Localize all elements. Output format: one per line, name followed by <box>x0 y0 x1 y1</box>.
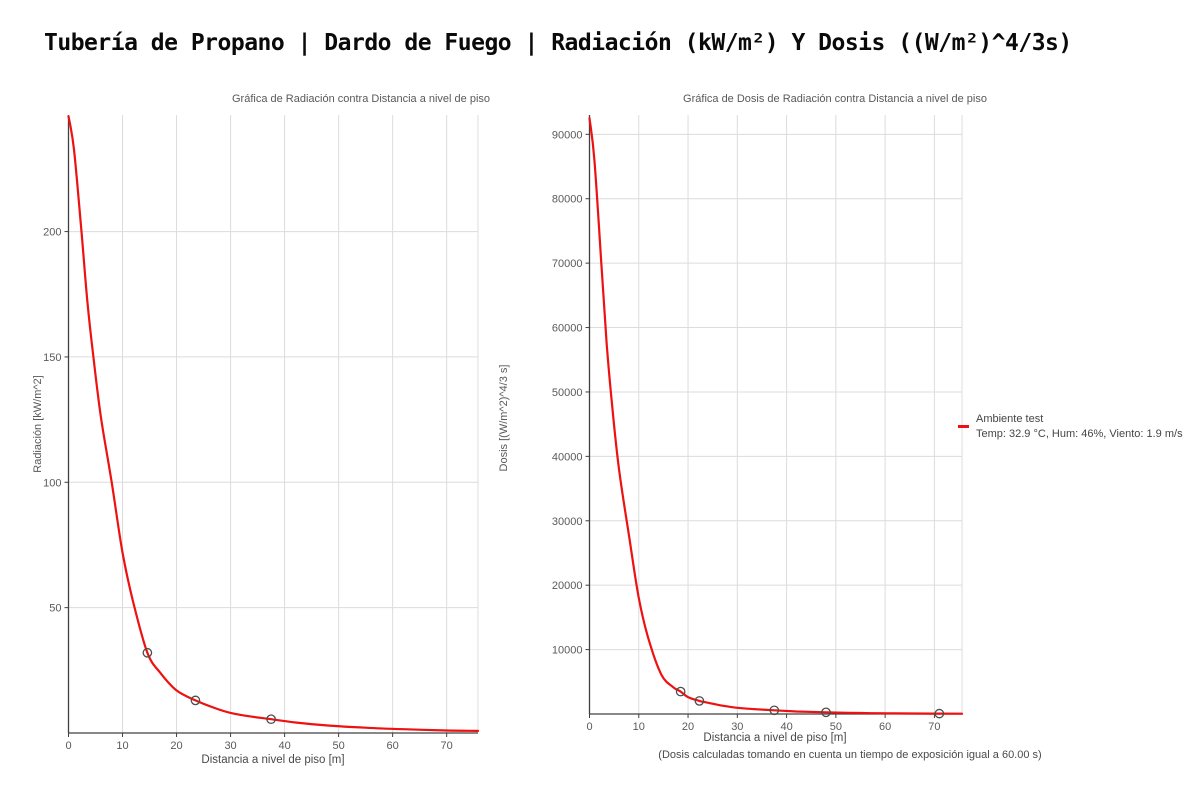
dose-curve <box>588 117 964 715</box>
dose-y-tick-label: 50000 <box>552 387 583 399</box>
radiation-x-tick-label: 60 <box>387 740 399 752</box>
dose-threshold-marker <box>821 707 831 718</box>
radiation-threshold-marker <box>190 695 201 706</box>
legend: Ambiente test Temp: 32.9 °C, Hum: 46%, V… <box>958 412 1183 442</box>
legend-series-name: Ambiente test <box>976 413 1044 425</box>
dose-y-tick-label: 30000 <box>552 516 583 528</box>
radiation-y-tick-label: 50 <box>49 603 61 615</box>
dose-threshold-marker <box>694 696 705 706</box>
radiation-curve <box>67 115 480 732</box>
dose-y-tick-label: 70000 <box>552 258 583 270</box>
radiation-y-tick-label: 150 <box>43 352 61 364</box>
dose-x-tick-label: 10 <box>633 721 645 733</box>
dose-x-tick-label: 50 <box>830 721 842 733</box>
dose-threshold-marker <box>769 705 780 716</box>
radiation-x-tick-label: 0 <box>65 740 71 752</box>
radiation-x-tick-label: 10 <box>116 740 128 752</box>
dose-y-tick-label: 40000 <box>552 451 583 463</box>
dose-x-tick-label: 20 <box>682 721 694 733</box>
dose-y-tick-label: 20000 <box>552 580 583 592</box>
dose-exposure-footnote: (Dosis calculadas tomando en cuenta un t… <box>658 749 1042 761</box>
radiation-threshold-marker <box>142 647 153 658</box>
radiation-x-tick-label: 20 <box>170 740 182 752</box>
dose-chart-title: Gráfica de Dosis de Radiación contra Dis… <box>683 93 987 105</box>
dose-x-tick-label: 0 <box>586 721 592 733</box>
radiation-x-tick-label: 70 <box>441 740 453 752</box>
dose-threshold-marker <box>934 708 945 719</box>
dose-x-tick-label: 70 <box>928 721 940 733</box>
radiation-x-tick-label: 40 <box>278 740 290 752</box>
page-title: Tubería de Propano | Dardo de Fuego | Ra… <box>44 30 1072 56</box>
legend-series-line-icon <box>958 425 969 428</box>
radiation-chart-title: Gráfica de Radiación contra Distancia a … <box>231 93 491 105</box>
dose-y-tick-label: 80000 <box>552 194 583 206</box>
dose-y-tick-label: 90000 <box>552 129 583 141</box>
legend-series-conditions: Temp: 32.9 °C, Hum: 46%, Viento: 1.9 m/s <box>976 428 1183 440</box>
radiation-y-axis-label: Radiación [kW/m^2] <box>32 375 44 473</box>
radiation-threshold-marker <box>266 714 276 725</box>
legend-text: Ambiente test Temp: 32.9 °C, Hum: 46%, V… <box>976 412 1183 442</box>
dose-y-tick-label: 60000 <box>552 323 583 335</box>
dose-x-tick-label: 60 <box>879 721 891 733</box>
radiation-x-tick-label: 30 <box>224 740 236 752</box>
dose-x-tick-label: 40 <box>780 721 792 733</box>
radiation-y-tick-label: 100 <box>43 477 61 489</box>
radiation-x-axis-label: Distancia a nivel de piso [m] <box>201 754 345 766</box>
dose-x-axis-label: Distancia a nivel de piso [m] <box>703 732 847 744</box>
radiation-y-tick-label: 200 <box>43 227 61 239</box>
dose-threshold-marker <box>675 686 686 697</box>
dose-y-axis-label: Dosis [(W/m^2)^4/3 s] <box>498 364 510 472</box>
radiation-x-tick-label: 50 <box>332 740 344 752</box>
dose-x-tick-label: 30 <box>731 721 743 733</box>
dose-y-tick-label: 10000 <box>552 645 583 657</box>
